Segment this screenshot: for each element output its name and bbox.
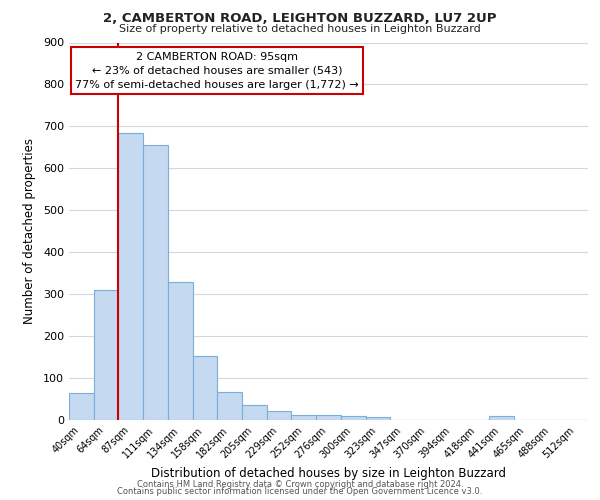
Text: Contains public sector information licensed under the Open Government Licence v3: Contains public sector information licen…: [118, 487, 482, 496]
Text: Contains HM Land Registry data © Crown copyright and database right 2024.: Contains HM Land Registry data © Crown c…: [137, 480, 463, 489]
Bar: [267, 411, 292, 420]
Bar: [118, 132, 143, 420]
Bar: [292, 416, 316, 420]
Bar: [168, 282, 193, 420]
Text: 2 CAMBERTON ROAD: 95sqm
← 23% of detached houses are smaller (543)
77% of semi-d: 2 CAMBERTON ROAD: 95sqm ← 23% of detache…: [75, 52, 359, 90]
Bar: [94, 290, 118, 420]
Text: 2, CAMBERTON ROAD, LEIGHTON BUZZARD, LU7 2UP: 2, CAMBERTON ROAD, LEIGHTON BUZZARD, LU7…: [103, 12, 497, 26]
Bar: [242, 406, 267, 420]
Bar: [217, 392, 242, 420]
Bar: [69, 392, 94, 420]
Bar: [143, 146, 168, 420]
Bar: [316, 416, 341, 420]
Bar: [365, 416, 390, 420]
X-axis label: Distribution of detached houses by size in Leighton Buzzard: Distribution of detached houses by size …: [151, 467, 506, 480]
Y-axis label: Number of detached properties: Number of detached properties: [23, 138, 36, 324]
Bar: [341, 416, 365, 420]
Text: Size of property relative to detached houses in Leighton Buzzard: Size of property relative to detached ho…: [119, 24, 481, 34]
Bar: [489, 416, 514, 420]
Bar: [193, 356, 217, 420]
